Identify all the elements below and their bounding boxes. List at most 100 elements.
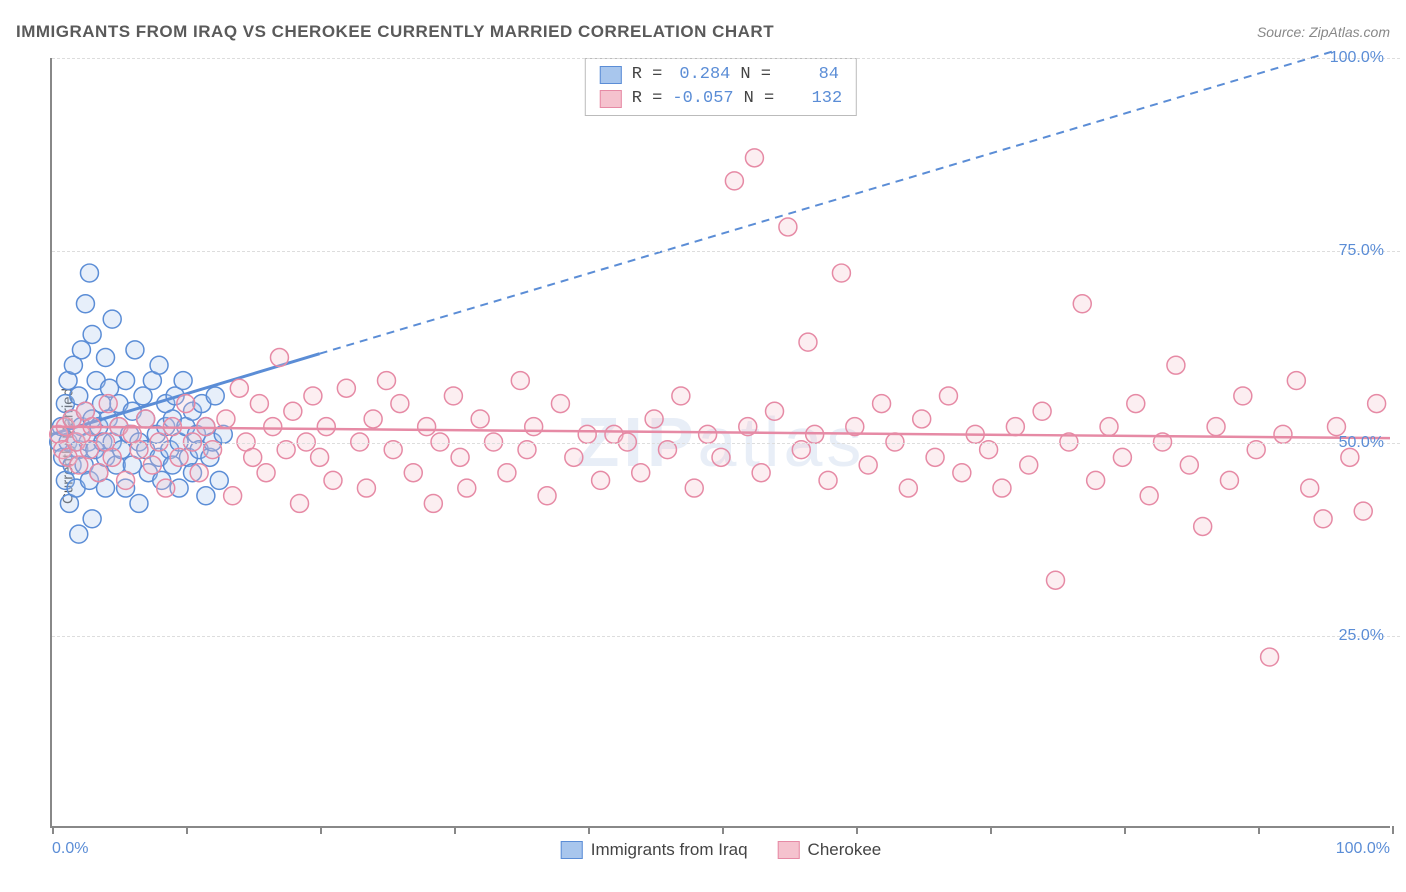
data-point [592,471,610,489]
data-point [99,395,117,413]
data-point [404,464,422,482]
data-point [913,410,931,428]
chart-svg [52,58,1390,826]
bottom-legend: Immigrants from Iraq Cherokee [561,840,882,860]
data-point [525,418,543,436]
data-point [618,433,636,451]
chart-source: Source: ZipAtlas.com [1257,24,1390,40]
data-point [103,310,121,328]
y-tick-label: 50.0% [1339,434,1384,452]
data-point [197,418,215,436]
data-point [953,464,971,482]
data-point [926,448,944,466]
data-point [217,410,235,428]
chart-title: IMMIGRANTS FROM IRAQ VS CHEROKEE CURRENT… [16,22,774,42]
x-tick [856,826,858,834]
data-point [1354,502,1372,520]
data-point [170,448,188,466]
legend-label: Immigrants from Iraq [591,840,748,860]
data-point [103,448,121,466]
data-point [1033,402,1051,420]
data-point [538,487,556,505]
data-point [899,479,917,497]
data-point [324,471,342,489]
data-point [72,341,90,359]
data-point [832,264,850,282]
data-point [150,356,168,374]
data-point [150,433,168,451]
data-point [1167,356,1185,374]
data-point [391,395,409,413]
data-point [458,479,476,497]
data-point [143,456,161,474]
data-point [357,479,375,497]
data-point [779,218,797,236]
x-tick [1124,826,1126,834]
data-point [264,418,282,436]
data-point [284,402,302,420]
data-point [70,525,88,543]
data-point [1220,471,1238,489]
data-point [317,418,335,436]
data-point [1100,418,1118,436]
data-point [725,172,743,190]
x-tick [454,826,456,834]
stat-r-value: -0.057 [672,87,733,111]
data-point [1301,479,1319,497]
data-point [244,448,262,466]
data-point [565,448,583,466]
y-tick-label: 25.0% [1339,627,1384,645]
data-point [1073,295,1091,313]
gridline [52,58,1400,59]
x-tick [588,826,590,834]
gridline [52,443,1400,444]
data-point [1327,418,1345,436]
data-point [873,395,891,413]
stats-legend-box: R = 0.284 N = 84 R = -0.057 N = 132 [585,58,857,116]
data-point [424,494,442,512]
data-point [451,448,469,466]
data-point [117,471,135,489]
swatch-icon [600,90,622,108]
data-point [270,349,288,367]
data-point [1113,448,1131,466]
data-point [130,494,148,512]
data-point [498,464,516,482]
data-point [311,448,329,466]
data-point [177,395,195,413]
data-point [126,341,144,359]
x-tick [320,826,322,834]
data-point [418,418,436,436]
chart-header: IMMIGRANTS FROM IRAQ VS CHEROKEE CURRENT… [16,22,1390,42]
stat-r-label: R = [632,63,663,87]
data-point [485,433,503,451]
data-point [224,487,242,505]
data-point [117,372,135,390]
x-tick [52,826,54,834]
gridline [52,636,1400,637]
data-point [174,372,192,390]
stats-row: R = -0.057 N = 132 [600,87,842,111]
stat-r-value: 0.284 [672,63,730,87]
swatch-icon [561,841,583,859]
x-tick [722,826,724,834]
data-point [859,456,877,474]
y-tick-label: 100.0% [1330,49,1384,67]
swatch-icon [778,841,800,859]
data-point [197,487,215,505]
data-point [1087,471,1105,489]
data-point [137,410,155,428]
data-point [1261,648,1279,666]
data-point [766,402,784,420]
stat-n-label: N = [744,87,775,111]
legend-item: Cherokee [778,840,882,860]
data-point [250,395,268,413]
data-point [378,372,396,390]
data-point [364,410,382,428]
data-point [1314,510,1332,528]
data-point [578,425,596,443]
data-point [672,387,690,405]
x-tick [1258,826,1260,834]
data-point [939,387,957,405]
data-point [76,295,94,313]
